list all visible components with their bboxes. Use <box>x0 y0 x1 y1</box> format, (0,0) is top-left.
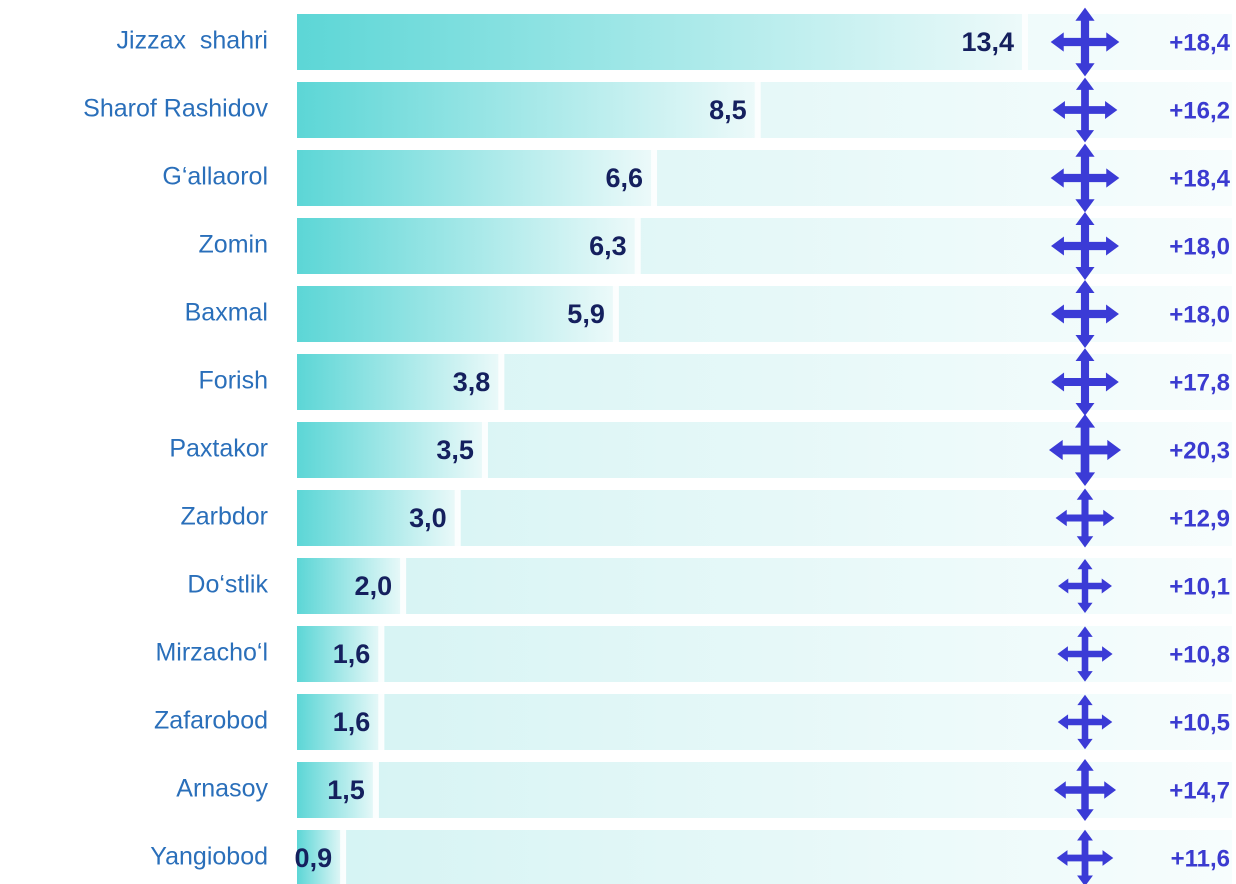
growth-label: +10,8 <box>1169 641 1230 668</box>
value-label: 0,9 <box>295 843 333 873</box>
bar <box>297 286 619 342</box>
bar-edge <box>634 218 641 274</box>
bar-edge <box>1022 14 1028 70</box>
bar <box>297 626 385 682</box>
value-label: 13,4 <box>961 27 1014 57</box>
category-label: Arnasoy <box>176 775 268 803</box>
growth-label: +18,0 <box>1169 233 1230 260</box>
bar-edge <box>498 354 505 410</box>
bar <box>297 14 1028 70</box>
growth-label: +16,2 <box>1169 97 1230 124</box>
bar <box>297 150 658 206</box>
growth-label: +10,5 <box>1169 709 1230 736</box>
value-label: 1,6 <box>333 707 371 737</box>
bar-edge <box>378 694 385 750</box>
growth-label: +18,0 <box>1169 301 1230 328</box>
category-label: Mirzacho‘l <box>155 639 268 667</box>
growth-label: +18,4 <box>1169 29 1230 56</box>
bar-edge <box>400 558 407 614</box>
growth-arrow <box>1051 348 1119 416</box>
growth-arrow <box>1055 488 1115 548</box>
growth-label: +14,7 <box>1169 777 1230 804</box>
category-label: Sharof Rashidov <box>83 95 268 123</box>
value-label: 2,0 <box>355 571 393 601</box>
bar-edge <box>454 490 461 546</box>
bar <box>297 558 407 614</box>
value-label: 6,6 <box>605 163 643 193</box>
bar <box>297 218 641 274</box>
bar-edge <box>612 286 619 342</box>
category-label: Zarbdor <box>180 503 268 531</box>
bar-edge <box>754 82 761 138</box>
value-label: 5,9 <box>567 299 605 329</box>
growth-label: +11,6 <box>1171 845 1230 872</box>
bar-edge <box>481 422 488 478</box>
growth-label: +12,9 <box>1169 505 1230 532</box>
growth-arrow <box>1050 143 1120 213</box>
growth-arrow <box>1050 7 1120 77</box>
growth-arrow <box>1051 212 1119 280</box>
category-label: Forish <box>199 367 268 395</box>
value-label: 3,5 <box>436 435 474 465</box>
category-label: G‘allaorol <box>162 163 268 191</box>
bar-edge <box>378 626 385 682</box>
value-label: 1,6 <box>333 639 371 669</box>
bar <box>297 354 505 410</box>
bar-edge <box>340 830 347 884</box>
growth-label: +10,1 <box>1169 573 1230 600</box>
bar-edge <box>651 150 658 206</box>
value-label: 3,0 <box>409 503 447 533</box>
category-label: Do‘stlik <box>187 571 268 599</box>
value-label: 1,5 <box>327 775 365 805</box>
growth-label: +20,3 <box>1169 437 1230 464</box>
growth-arrow <box>1057 626 1113 682</box>
category-label: Zafarobod <box>154 707 268 735</box>
bar <box>297 82 761 138</box>
category-label: Baxmal <box>185 299 268 327</box>
bar <box>297 422 488 478</box>
growth-label: +17,8 <box>1169 369 1230 396</box>
growth-arrow <box>1057 694 1113 750</box>
bar <box>297 694 385 750</box>
value-label: 8,5 <box>709 95 747 125</box>
growth-label: +18,4 <box>1169 165 1230 192</box>
category-label: Jizzax shahri <box>117 27 268 55</box>
value-label: 6,3 <box>589 231 627 261</box>
growth-arrow <box>1056 829 1114 884</box>
growth-arrow <box>1051 280 1119 348</box>
bar-edge <box>372 762 379 818</box>
growth-arrow <box>1058 559 1112 613</box>
bar <box>297 762 379 818</box>
bar <box>297 830 347 884</box>
category-label: Yangiobod <box>150 843 268 871</box>
category-label: Zomin <box>199 231 268 259</box>
value-label: 3,8 <box>453 367 491 397</box>
category-label: Paxtakor <box>169 435 268 463</box>
bar <box>297 490 461 546</box>
growth-arrow <box>1053 758 1117 822</box>
growth-arrow <box>1052 77 1118 143</box>
growth-arrow <box>1049 414 1121 486</box>
